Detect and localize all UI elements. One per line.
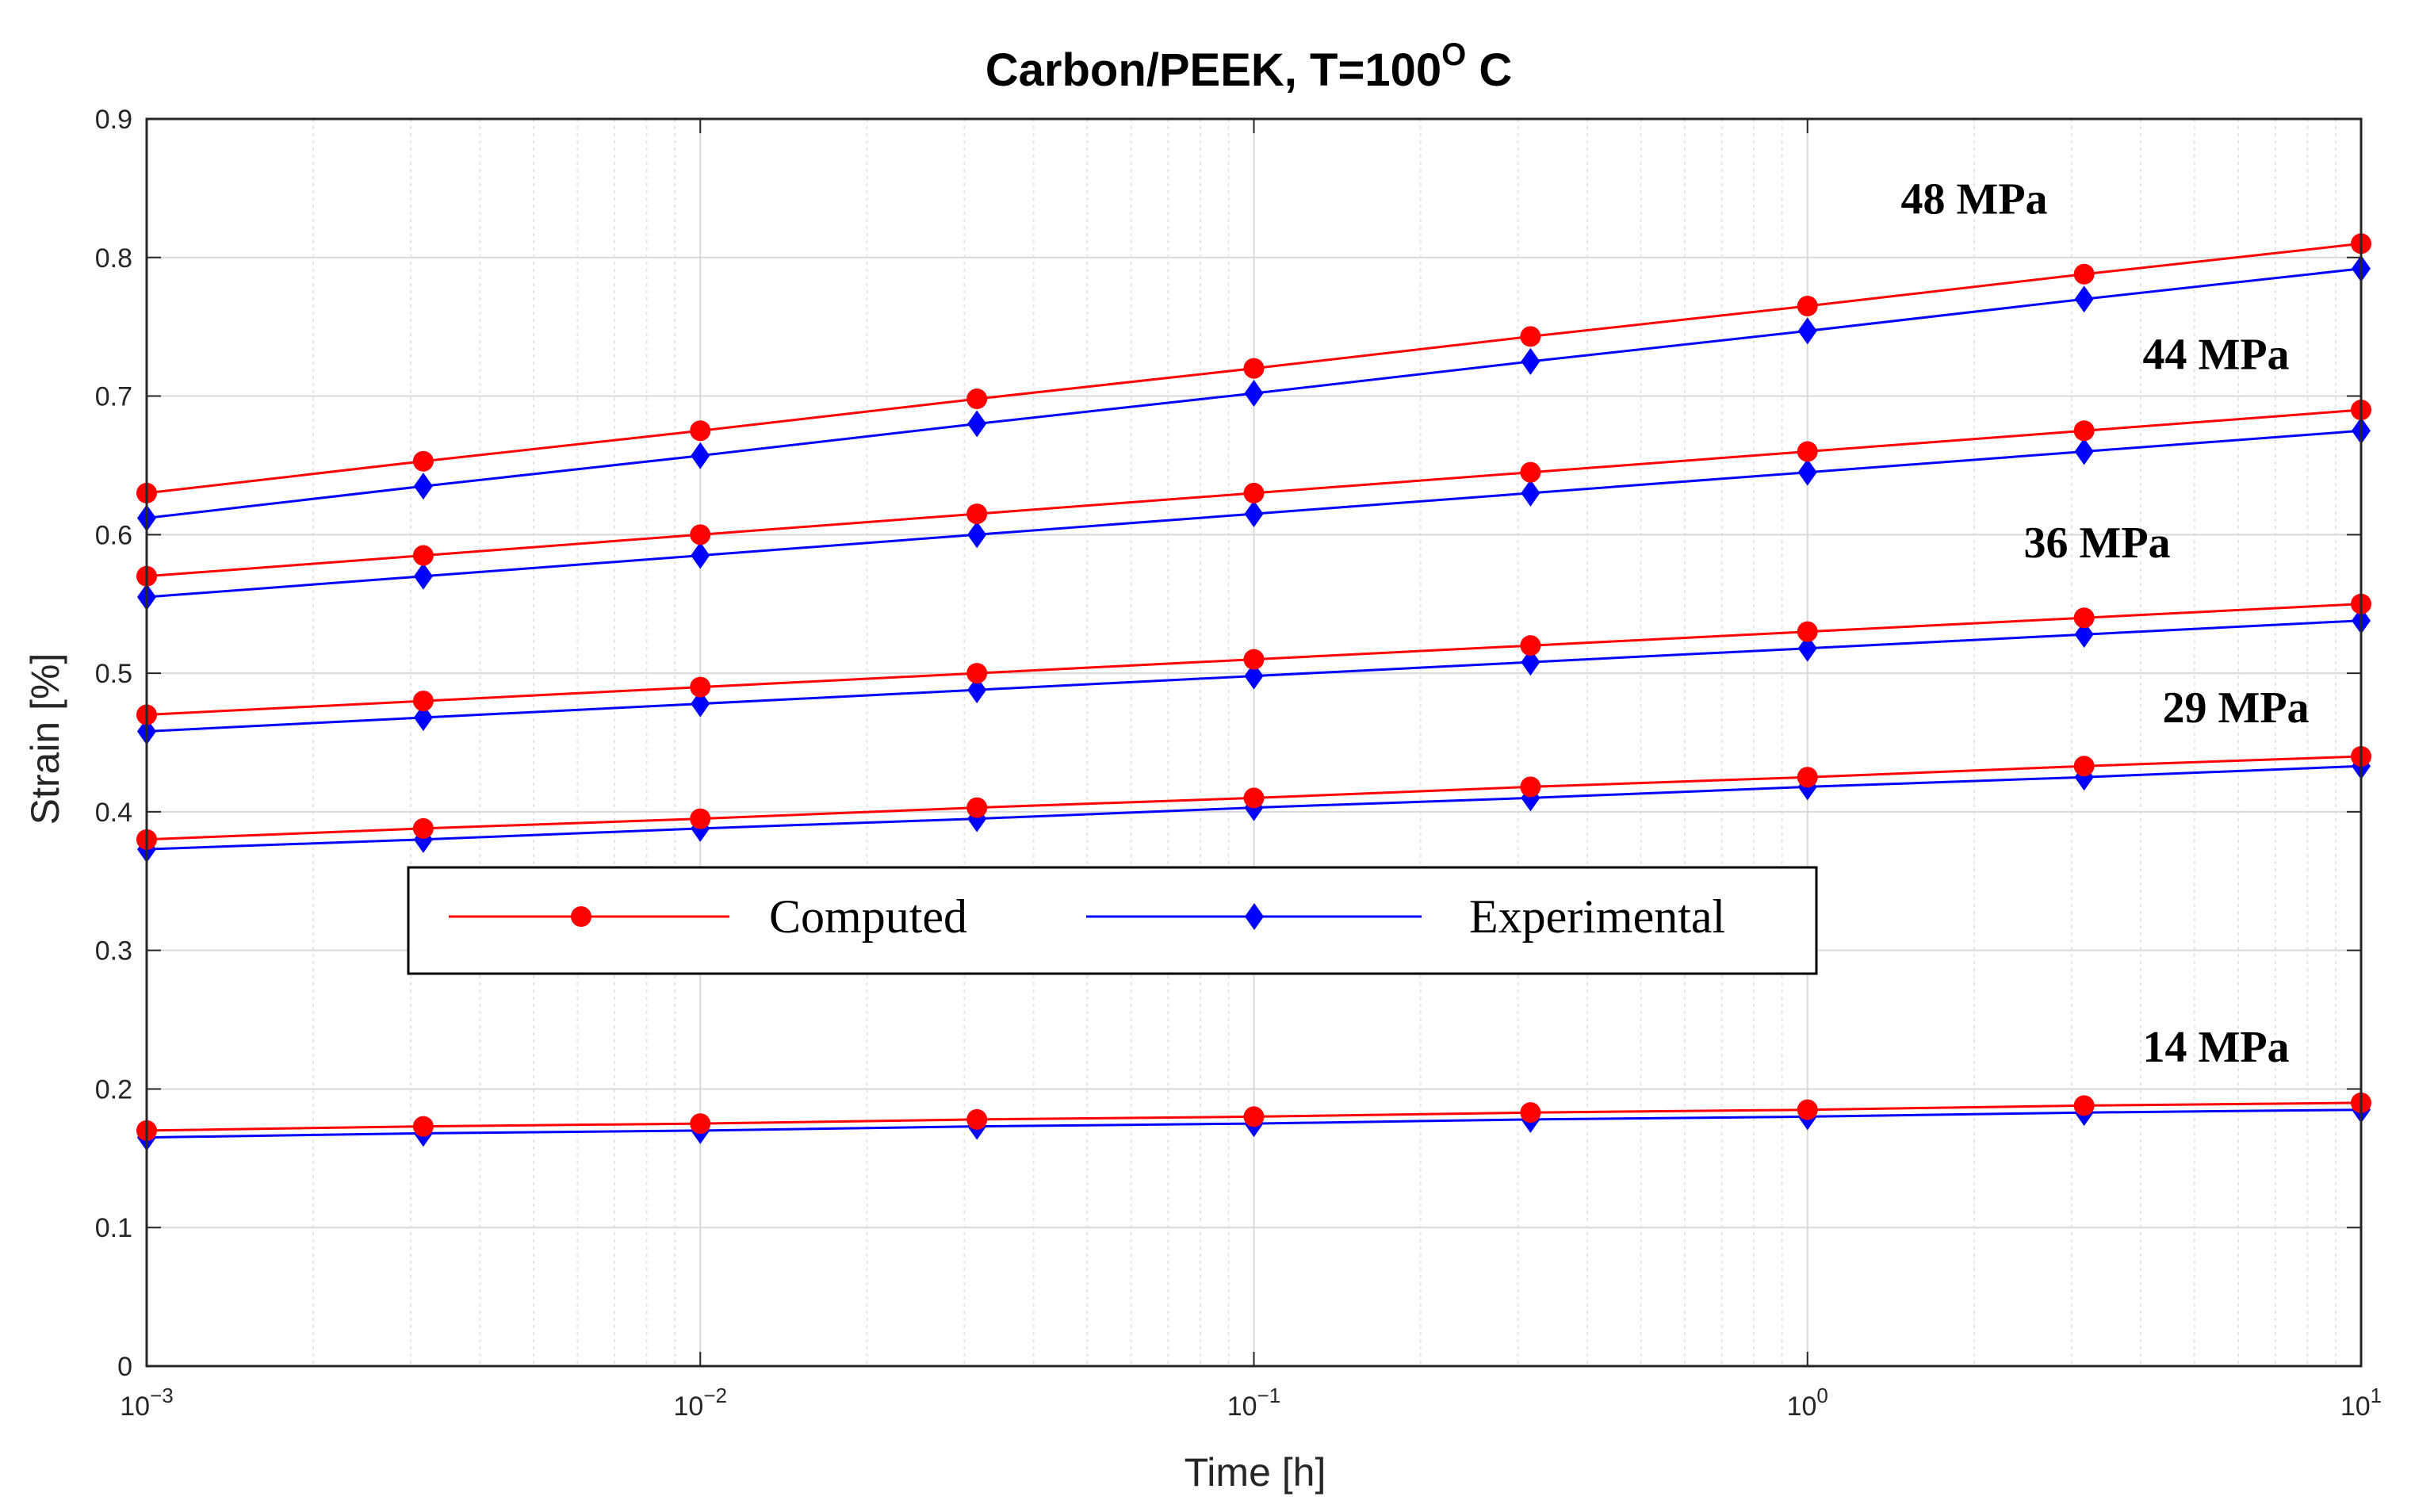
experimental-point — [1521, 347, 1540, 375]
computed-point — [690, 524, 711, 545]
y-tick-label: 0.7 — [95, 382, 132, 412]
curve-label-4: 14 MPa — [2142, 1023, 2289, 1072]
y-tick-labels: 0 0.1 0.2 0.3 0.4 0.5 0.6 0.7 0.8 0.9 — [95, 105, 132, 1382]
x-tick-label: 10−2 — [674, 1384, 727, 1422]
plot-frame — [145, 117, 2363, 1368]
curve-label-0: 48 MPa — [1900, 175, 2047, 224]
y-tick-label: 0.8 — [95, 243, 132, 274]
computed-point — [690, 1113, 711, 1135]
curve-label-3: 29 MPa — [2162, 683, 2309, 733]
computed-point — [1243, 649, 1265, 670]
computed-point — [1243, 787, 1265, 809]
computed-point — [1797, 621, 1818, 642]
y-tick-label: 0.3 — [95, 936, 132, 967]
experimental-point — [413, 473, 433, 500]
computed-point — [1520, 776, 1541, 798]
x-axis-label: Time [h] — [1185, 1450, 1326, 1495]
experimental-point — [1797, 317, 1817, 345]
computed-point — [1520, 326, 1541, 347]
computed-point — [966, 797, 988, 818]
computed-point — [412, 545, 434, 566]
computed-point — [2073, 607, 2095, 629]
experimental-point — [1244, 380, 1264, 408]
computed-point — [1797, 1099, 1818, 1120]
computed-point — [966, 1108, 988, 1130]
computed-point — [966, 389, 988, 410]
computed-point — [1243, 358, 1265, 379]
computed-point — [1520, 635, 1541, 656]
curve-label-2: 36 MPa — [2023, 519, 2170, 568]
legend-experimental-label: Experimental — [1469, 890, 1725, 943]
computed-point — [1797, 295, 1818, 316]
experimental-point — [1244, 500, 1264, 528]
x-tick-label: 10−3 — [120, 1384, 173, 1422]
y-tick-label: 0 — [117, 1352, 132, 1382]
x-tick-label: 101 — [2340, 1384, 2382, 1422]
experimental-point — [1521, 479, 1540, 507]
x-tick-label: 10−1 — [1227, 1384, 1280, 1422]
computed-point — [966, 503, 988, 525]
grid — [146, 118, 2362, 1367]
experimental-point — [413, 562, 433, 590]
curve-labels: 48 MPa 44 MPa 36 MPa 29 MPa 14 MPa — [1900, 175, 2309, 1073]
computed-point — [966, 663, 988, 684]
computed-point — [2073, 1095, 2095, 1116]
experimental-point — [691, 442, 710, 469]
computed-point — [1520, 461, 1541, 483]
x-tick-labels: 10−3 10−2 10−1 100 101 — [120, 1384, 2382, 1422]
chart-title: Carbon/PEEK, T=100O C — [986, 37, 1512, 96]
title-suffix: C — [1466, 44, 1512, 96]
computed-point — [2073, 263, 2095, 285]
experimental-point — [691, 690, 710, 718]
y-tick-label: 0.9 — [95, 105, 132, 135]
computed-point — [412, 817, 434, 839]
computed-point — [1797, 441, 1818, 462]
legend-experimental-marker — [1245, 903, 1264, 930]
legend-box — [407, 866, 1818, 975]
title-superscript: O — [1441, 37, 1466, 72]
computed-point — [1243, 482, 1265, 503]
computed-point — [412, 450, 434, 472]
computed-point — [412, 1116, 434, 1137]
y-tick-label: 0.4 — [95, 798, 132, 828]
computed-point — [690, 808, 711, 829]
experimental-point — [967, 676, 987, 704]
computed-point — [412, 691, 434, 712]
experimental-point — [2074, 285, 2094, 313]
computed-point — [690, 676, 711, 698]
y-tick-label: 0.2 — [95, 1074, 132, 1104]
experimental-point — [967, 410, 987, 438]
y-axis-label: Strain [%] — [23, 653, 67, 825]
computed-point — [2073, 420, 2095, 442]
curve-label-1: 44 MPa — [2142, 330, 2289, 379]
experimental-point — [2074, 438, 2094, 465]
y-tick-label: 0.6 — [95, 520, 132, 550]
experimental-point — [413, 704, 433, 732]
legend-computed-label: Computed — [769, 890, 967, 943]
y-tick-label: 0.1 — [95, 1213, 132, 1243]
computed-point — [690, 420, 711, 442]
computed-point — [1520, 1102, 1541, 1123]
computed-point — [2073, 756, 2095, 777]
y-tick-label: 0.5 — [95, 659, 132, 689]
series-layer — [136, 233, 2371, 1151]
computed-point — [1243, 1106, 1265, 1127]
computed-point — [1797, 767, 1818, 788]
experimental-point — [2074, 621, 2094, 649]
experimental-point — [1521, 649, 1540, 676]
experimental-point — [1797, 634, 1817, 662]
legend: Computed Experimental — [407, 866, 1818, 975]
experimental-point — [1797, 458, 1817, 486]
experimental-point — [967, 521, 987, 549]
legend-computed-marker — [571, 906, 591, 927]
experimental-point — [691, 542, 710, 569]
experimental-point — [1244, 662, 1264, 690]
x-tick-label: 100 — [1787, 1384, 1828, 1422]
